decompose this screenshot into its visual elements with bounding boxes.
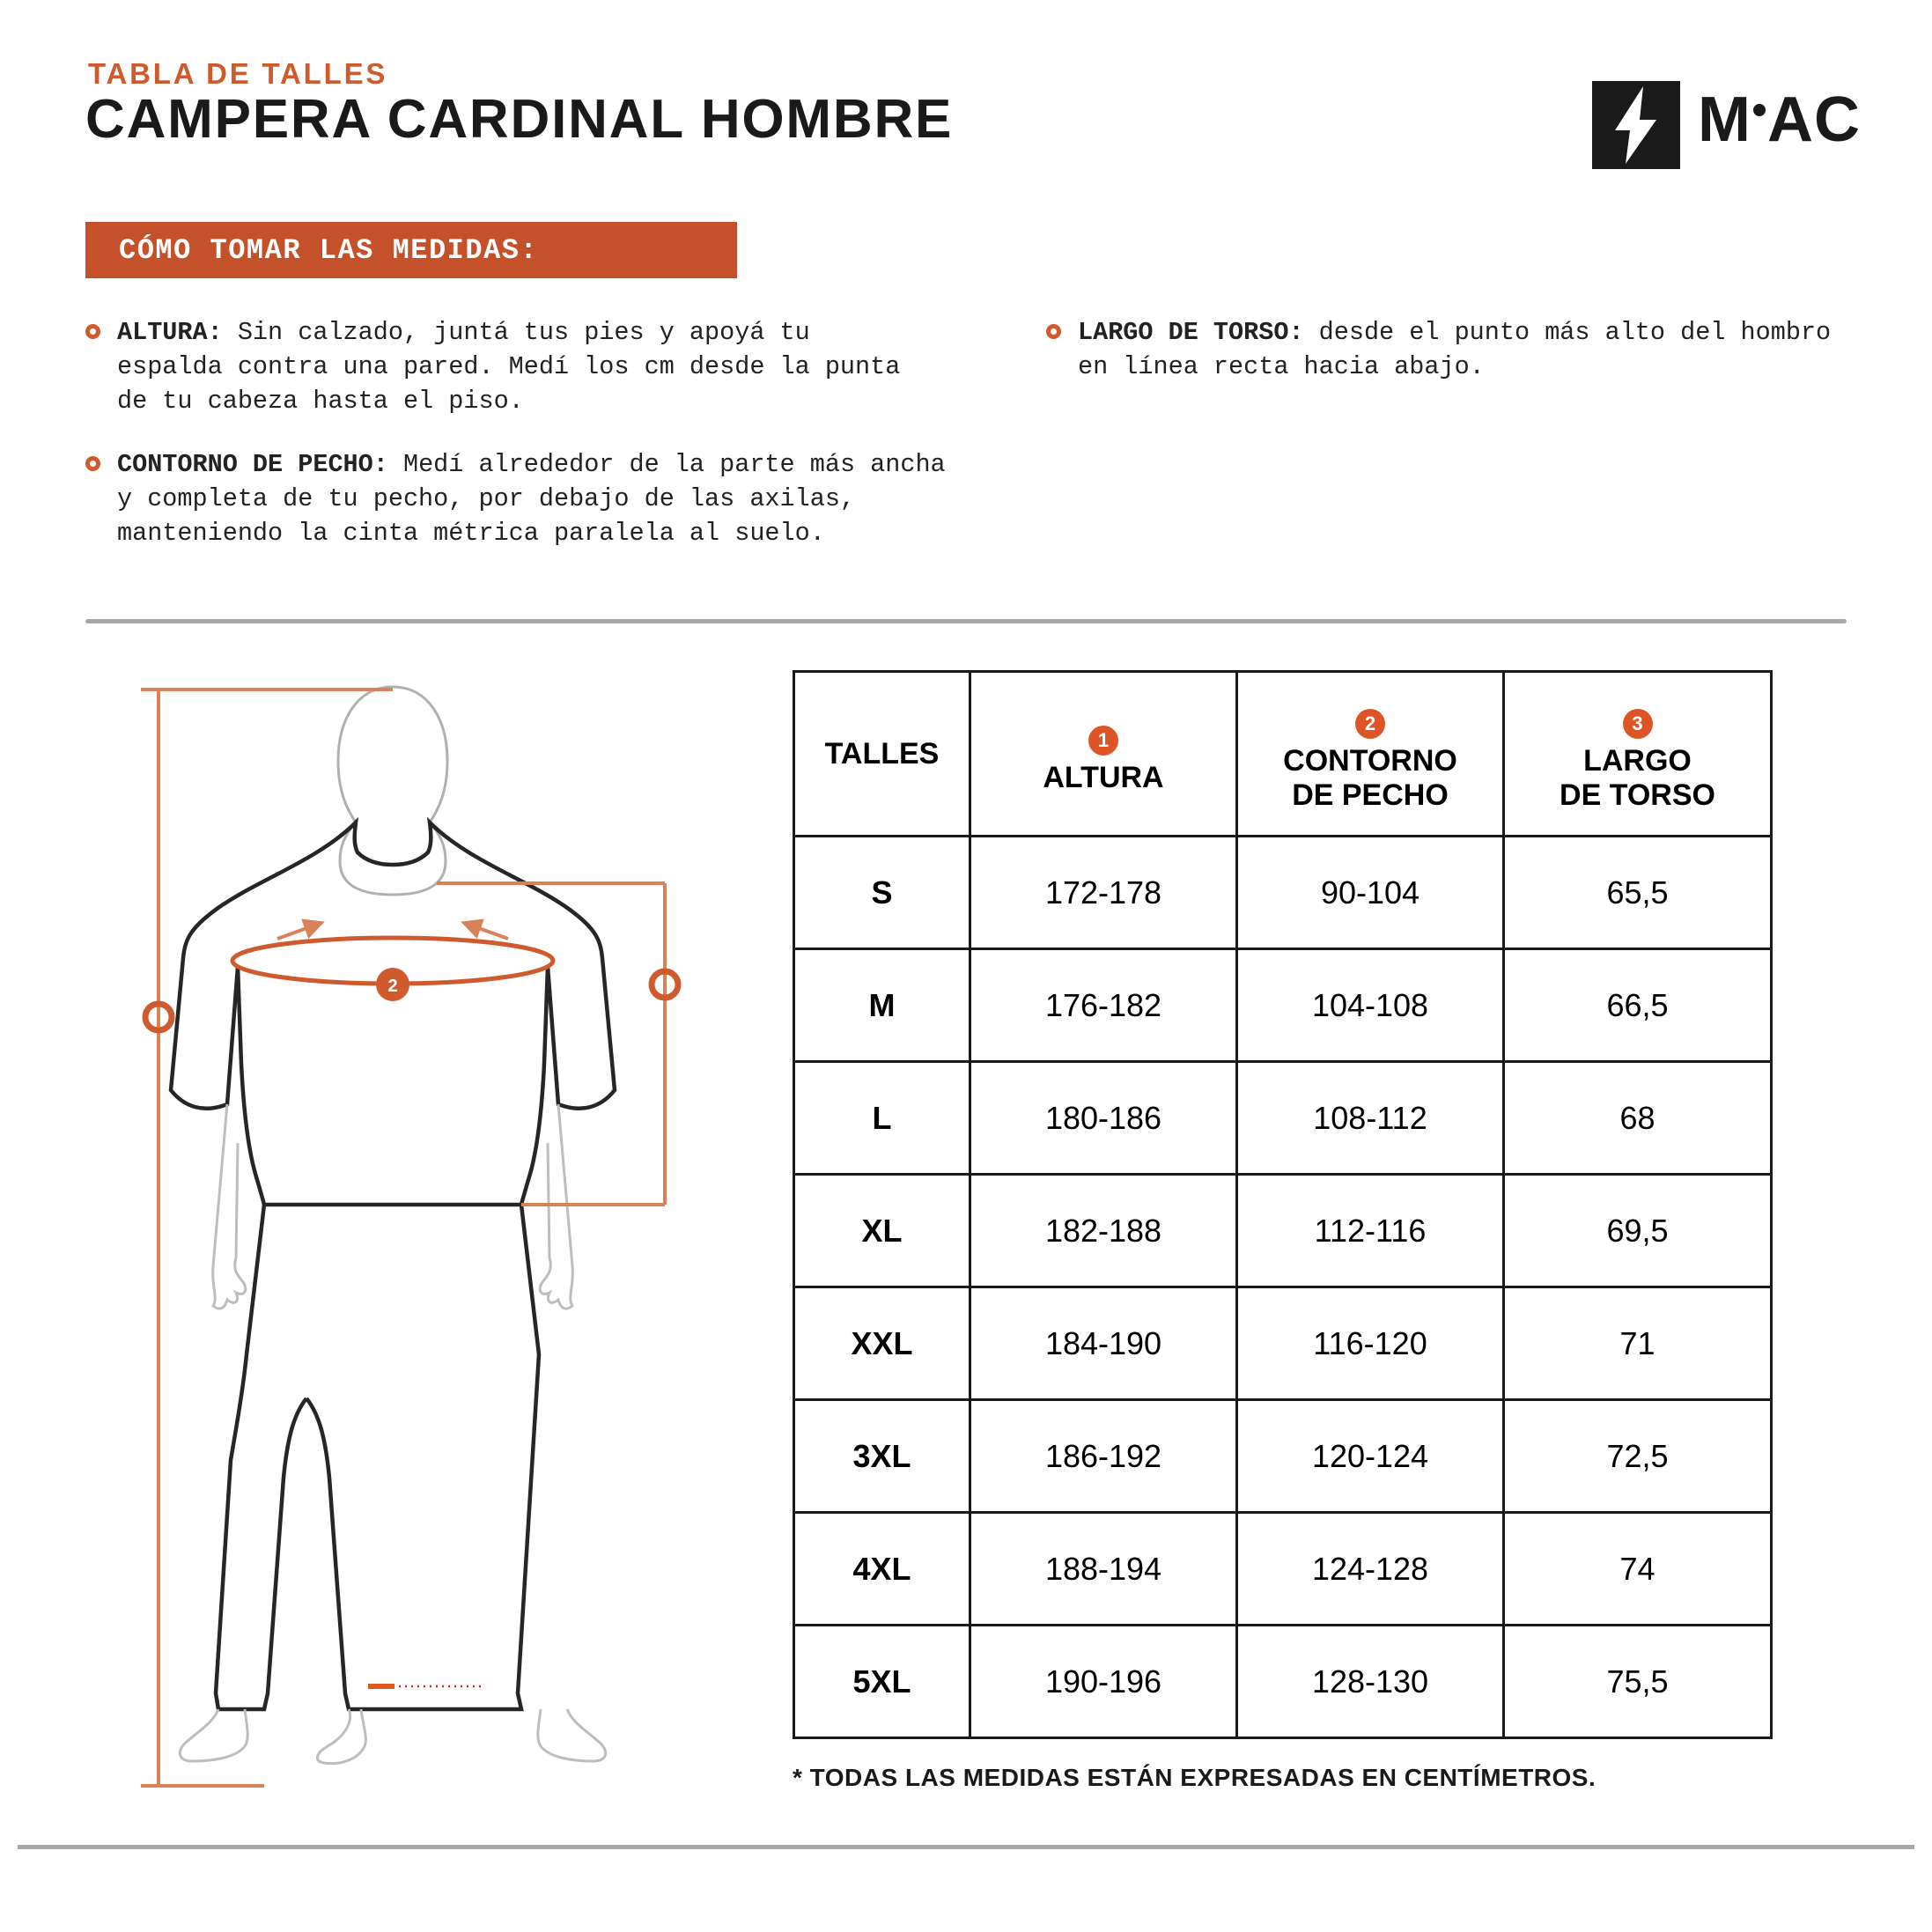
- svg-text:2: 2: [387, 977, 397, 996]
